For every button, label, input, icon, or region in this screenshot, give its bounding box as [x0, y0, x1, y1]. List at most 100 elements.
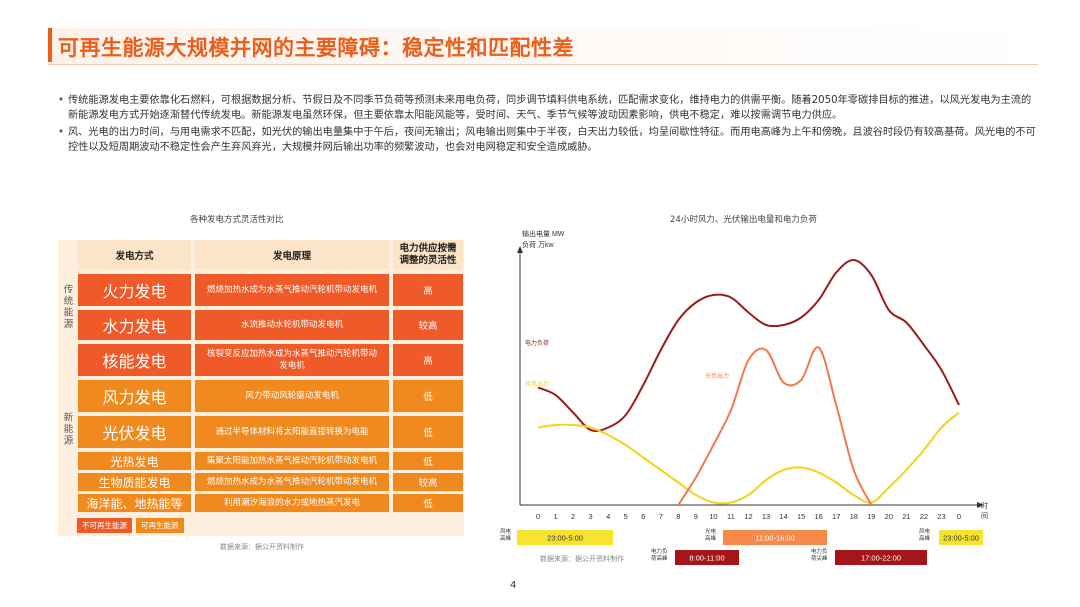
x-tick-label: 20: [885, 512, 893, 521]
x-tick-label: 5: [624, 512, 628, 521]
x-tick-label: 23: [937, 512, 945, 521]
row-desc: 燃烧加热水成为水蒸气推动汽轮机带动发电机: [195, 473, 389, 491]
x-tick-label: 0: [536, 512, 540, 521]
x-tick-label: 9: [694, 512, 698, 521]
period-range: 23:00-5:00: [943, 534, 979, 543]
row-flex: 高: [393, 274, 463, 306]
row-desc: 燃烧加热水成为水蒸气推动汽轮机带动发电机: [195, 274, 389, 306]
page-number: 4: [510, 580, 517, 591]
period-label: 风电: [919, 527, 931, 535]
period-band: [835, 550, 927, 565]
row-name: 火力发电: [78, 274, 191, 306]
row-name: 风力发电: [78, 380, 191, 412]
x-tick-label: 1: [553, 512, 557, 521]
period-band: [675, 550, 739, 565]
row-flex: 低: [393, 494, 463, 512]
period-range: 11:00-16:00: [755, 534, 794, 543]
row-desc: 通过半导体材料将太阳能直接转换为电能: [195, 416, 389, 448]
table-header: 电力供应按需调整的灵活性: [393, 240, 463, 270]
row-name: 海洋能、地热能等: [78, 494, 191, 512]
table-source: 数据来源：据公开资料制作: [220, 543, 304, 551]
period-range: 17:00-22:00: [861, 554, 901, 563]
y-axis-label-line2: 负荷 万kw: [522, 240, 554, 249]
x-tick-label: 21: [902, 512, 910, 521]
row-flex: 低: [393, 380, 463, 412]
x-tick-label: 11: [727, 512, 735, 521]
row-desc: 集聚太阳能加热水蒸气推动汽轮机带动发电机: [195, 452, 389, 470]
period-label: 高峰: [919, 534, 931, 542]
period-range: 8:00-11:00: [689, 554, 724, 563]
series-label-0: 电力负荷: [525, 339, 549, 347]
period-label: 高峰: [705, 534, 717, 542]
row-flex: 较高: [393, 310, 463, 340]
series-label-2: 光伏出力: [705, 372, 729, 380]
x-tick-label: 4: [606, 512, 610, 521]
table-header: 发电原理: [195, 240, 389, 270]
title-accent-bar: [48, 28, 52, 62]
x-tick-label: 14: [779, 512, 787, 521]
table-legend: 不可再生能源 可再生能源: [77, 518, 184, 533]
x-tick-label: 12: [744, 512, 752, 521]
y-axis-label-line1: 输出电量 MW: [522, 229, 565, 238]
x-axis-label-line2: 间: [981, 512, 988, 520]
x-tick-label: 8: [676, 512, 680, 521]
period-range: 23:00-5:00: [547, 534, 583, 543]
period-band: [517, 530, 613, 545]
period-label: 电力负: [811, 547, 828, 555]
period-label: 电力负: [651, 547, 668, 555]
page-title: 可再生能源大规模并网的主要障碍：稳定性和匹配性差: [58, 36, 574, 60]
title-divider: [48, 64, 1038, 65]
x-tick-label: 3: [589, 512, 593, 521]
period-band: [939, 530, 983, 545]
series-line-1: [537, 411, 960, 505]
x-tick-label: 19: [867, 512, 875, 521]
row-desc: 风力带动风轮驱动发电机: [195, 380, 389, 412]
chart-source: 数据来源：据公开资料制作: [540, 555, 624, 563]
x-axis-arrow: [977, 502, 984, 508]
row-name: 光热发电: [78, 452, 191, 470]
table-header: 发电方式: [78, 240, 191, 270]
flexibility-table: 发电方式 发电原理 电力供应按需调整的灵活性 传统能源 新能源 火力发电 燃烧加…: [58, 240, 464, 536]
x-axis-label-line1: 时: [981, 501, 988, 510]
x-tick-label: 0: [957, 512, 961, 521]
bullet-item: 风、光电的出力时间，与用电需求不匹配，如光伏的输出电量集中于午后，夜间无输出；风…: [58, 125, 1038, 155]
series-label-1: 风电出力: [525, 380, 549, 388]
category-new-energy: 新能源: [61, 411, 73, 447]
row-name: 水力发电: [78, 310, 191, 340]
x-tick-label: 15: [797, 512, 805, 521]
x-tick-label: 7: [659, 512, 663, 521]
row-name: 光伏发电: [78, 416, 191, 448]
x-tick-label: 18: [850, 512, 858, 521]
period-label: 风电: [500, 527, 512, 535]
title-bar-bg: [48, 28, 1038, 64]
x-tick-label: 17: [832, 512, 840, 521]
legend-renewable: 可再生能源: [136, 518, 184, 533]
row-name: 核能发电: [78, 344, 191, 376]
x-tick-label: 6: [641, 512, 645, 521]
period-label: 荷尖峰: [811, 554, 828, 562]
row-flex: 高: [393, 344, 463, 376]
bullet-item: 传统能源发电主要依靠化石燃料，可根据数据分析、节假日及不同季节负荷等预测未来用电…: [58, 93, 1038, 123]
category-traditional: 传统能源: [61, 284, 73, 330]
series-line-2: [677, 346, 873, 506]
row-desc: 利用潮汐海浪的水力或地热蒸汽发电: [195, 494, 389, 512]
x-tick-label: 13: [762, 512, 770, 521]
period-label: 荷高峰: [651, 554, 668, 562]
bullet-list: 传统能源发电主要依靠化石燃料，可根据数据分析、节假日及不同季节负荷等预测未来用电…: [58, 93, 1038, 157]
period-label: 光电: [705, 527, 717, 535]
period-band: [723, 530, 827, 545]
x-tick-label: 16: [814, 512, 822, 521]
row-flex: 低: [393, 452, 463, 470]
period-label: 高峰: [500, 534, 512, 542]
x-tick-label: 22: [920, 512, 928, 521]
x-tick-label: 2: [571, 512, 575, 521]
line-chart: 输出电量 MW 负荷 万kw 时 间 0 1 2 3 4 5 6 7 8 9 10 11 12 13 14 1…: [500, 229, 988, 565]
legend-nonrenewable: 不可再生能源: [77, 518, 132, 533]
row-flex: 较高: [393, 473, 463, 491]
x-tick-label: 10: [709, 512, 717, 521]
table-title: 各种发电方式灵活性对比: [190, 215, 284, 225]
row-desc: 核裂变反应加热水成为水蒸气推动汽轮机带动发电机: [195, 344, 389, 376]
chart-title: 24小时风力、光伏输出电量和电力负荷: [670, 215, 817, 225]
row-flex: 低: [393, 416, 463, 448]
y-axis-arrow: [517, 246, 523, 253]
